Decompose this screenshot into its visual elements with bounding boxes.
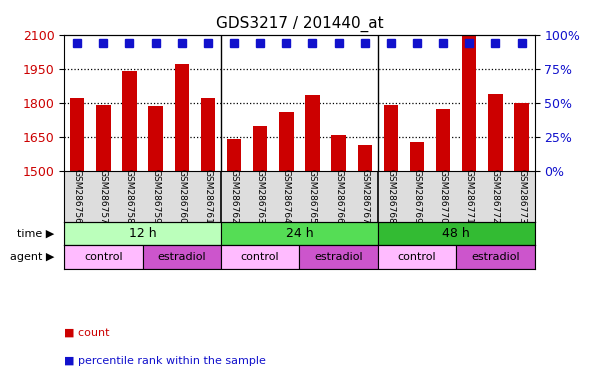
Bar [142,245,221,269]
Text: GSM286762: GSM286762 [230,169,238,224]
Text: ■ percentile rank within the sample: ■ percentile rank within the sample [64,356,266,366]
Text: estradiol: estradiol [314,252,363,262]
Bar [462,36,477,171]
Bar [331,135,346,171]
Text: GSM286758: GSM286758 [125,169,134,224]
Bar [299,245,378,269]
Text: GSM286760: GSM286760 [177,169,186,224]
Text: GSM286761: GSM286761 [203,169,213,224]
Text: GSM286767: GSM286767 [360,169,369,224]
Text: 48 h: 48 h [442,227,470,240]
Bar [221,245,299,269]
Bar [384,105,398,171]
Text: GSM286768: GSM286768 [386,169,395,224]
Text: GSM286756: GSM286756 [73,169,82,224]
Text: GSM286773: GSM286773 [517,169,526,224]
Text: GSM286765: GSM286765 [308,169,317,224]
Text: control: control [398,252,436,262]
Text: 24 h: 24 h [285,227,313,240]
Bar [357,145,372,171]
Text: agent ▶: agent ▶ [10,252,55,262]
Bar [410,142,424,171]
Bar [279,112,293,171]
Title: GDS3217 / 201440_at: GDS3217 / 201440_at [216,16,383,32]
Text: GSM286759: GSM286759 [151,169,160,224]
Bar [96,105,111,171]
Text: GSM286771: GSM286771 [465,169,474,224]
Bar [306,95,320,171]
Text: GSM286764: GSM286764 [282,169,291,224]
Text: time ▶: time ▶ [18,228,55,239]
Bar [378,222,535,245]
Text: GSM286770: GSM286770 [439,169,448,224]
Bar [253,126,268,171]
Bar [122,71,137,171]
Bar [514,103,529,171]
Bar [148,106,163,171]
Text: GSM286769: GSM286769 [412,169,422,224]
Bar [70,98,84,171]
Bar [64,222,221,245]
Text: GSM286757: GSM286757 [99,169,108,224]
Bar [488,94,503,171]
Bar [64,245,142,269]
Bar [221,222,378,245]
Bar [227,139,241,171]
Text: control: control [84,252,123,262]
Bar [378,245,456,269]
Text: GSM286766: GSM286766 [334,169,343,224]
Text: estradiol: estradiol [158,252,206,262]
Text: 12 h: 12 h [129,227,156,240]
Bar [436,109,450,171]
Text: estradiol: estradiol [471,252,520,262]
Bar [175,64,189,171]
Bar [201,98,215,171]
Text: GSM286772: GSM286772 [491,169,500,224]
Bar [456,245,535,269]
Text: ■ count: ■ count [64,327,109,337]
Text: control: control [241,252,279,262]
Text: GSM286763: GSM286763 [255,169,265,224]
